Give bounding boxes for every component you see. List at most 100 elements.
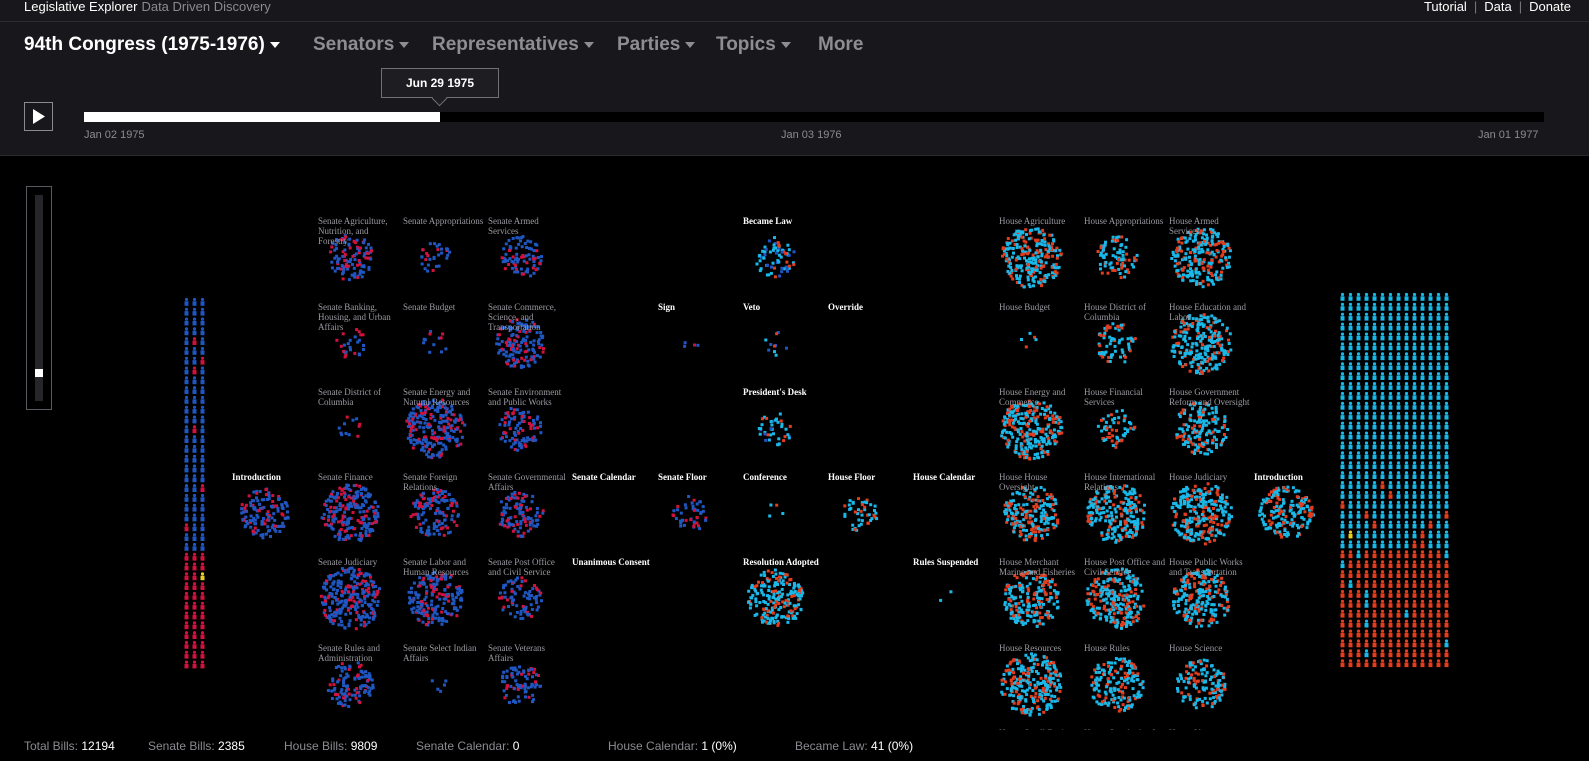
bill-dot bbox=[367, 533, 371, 537]
bill-cluster-veto[interactable] bbox=[764, 331, 788, 357]
bill-cluster-house-agriculture[interactable] bbox=[1001, 227, 1063, 289]
bill-cluster-house-post-office[interactable] bbox=[1085, 567, 1146, 630]
bill-cluster-senate-floor[interactable] bbox=[671, 495, 708, 531]
bill-dot bbox=[763, 574, 767, 577]
bill-cluster-house-floor[interactable] bbox=[843, 497, 879, 532]
bill-cluster-senate-indian[interactable] bbox=[430, 679, 448, 693]
bill-cluster-house-dc[interactable] bbox=[1097, 322, 1137, 364]
bill-cluster-house-education[interactable] bbox=[1170, 313, 1233, 375]
bill-dot bbox=[1185, 331, 1189, 335]
bill-dot bbox=[1127, 271, 1131, 274]
bill-dot bbox=[704, 518, 708, 522]
representatives-dropdown[interactable]: Representatives bbox=[432, 34, 594, 56]
bill-cluster-house-appropriations[interactable] bbox=[1096, 235, 1139, 280]
bill-dot bbox=[360, 581, 364, 585]
bill-cluster-senate-rules[interactable] bbox=[326, 661, 375, 708]
bill-cluster-house-admin[interactable] bbox=[1003, 485, 1060, 543]
bill-cluster-house-energy[interactable] bbox=[1000, 399, 1064, 461]
bill-dot bbox=[1184, 363, 1188, 367]
bill-dot bbox=[512, 342, 516, 346]
bill-dot bbox=[336, 260, 340, 264]
topics-dropdown[interactable]: Topics bbox=[716, 34, 791, 56]
bill-cluster-senate-commerce[interactable] bbox=[495, 318, 545, 369]
bill-dot bbox=[1173, 523, 1176, 527]
bill-dot bbox=[436, 519, 440, 523]
bill-dot bbox=[757, 580, 760, 584]
bill-cluster-senate-armed-services[interactable] bbox=[500, 235, 543, 278]
bill-cluster-senate-environment[interactable] bbox=[498, 407, 543, 452]
bill-dot bbox=[1054, 524, 1058, 528]
bill-dot bbox=[330, 613, 334, 617]
bill-dot bbox=[505, 519, 509, 523]
bill-cluster-senate-agriculture[interactable] bbox=[329, 234, 373, 282]
bill-cluster-senate-banking[interactable] bbox=[335, 328, 365, 359]
timeline-slider[interactable] bbox=[84, 112, 1544, 122]
bill-cluster-senate-post-office[interactable] bbox=[498, 576, 543, 620]
bill-cluster-house-judiciary[interactable] bbox=[1170, 482, 1234, 546]
bill-cluster-senate-gov-affairs[interactable] bbox=[498, 491, 545, 538]
bill-dot bbox=[1186, 536, 1190, 540]
zoom-handle[interactable] bbox=[35, 369, 43, 378]
bill-dot bbox=[343, 248, 347, 252]
bill-dot bbox=[1111, 322, 1115, 326]
brand[interactable]: Legislative Explorer Data Driven Discover… bbox=[24, 0, 271, 14]
bill-dot bbox=[253, 526, 257, 530]
bill-cluster-resolution-adopted[interactable] bbox=[747, 568, 805, 628]
bill-cluster-house-financial[interactable] bbox=[1096, 409, 1137, 449]
bill-cluster-sign[interactable] bbox=[683, 341, 700, 348]
bill-dot bbox=[341, 523, 345, 527]
more-menu[interactable]: More bbox=[818, 34, 863, 56]
bill-cluster-house-armed-services[interactable] bbox=[1170, 227, 1232, 289]
congress-dropdown[interactable]: 94th Congress (1975-1976) bbox=[24, 34, 280, 56]
tutorial-link[interactable]: Tutorial bbox=[1423, 0, 1467, 14]
bill-dot bbox=[1205, 241, 1209, 245]
bill-cluster-house-merchant[interactable] bbox=[1003, 569, 1060, 628]
bill-cluster-senate-judiciary[interactable] bbox=[319, 566, 381, 631]
bill-cluster-senate-veterans[interactable] bbox=[501, 665, 542, 705]
bill-dot bbox=[1277, 508, 1281, 512]
bill-dot bbox=[335, 611, 339, 615]
bill-dot bbox=[513, 430, 516, 434]
bill-cluster-senate-introduction[interactable] bbox=[240, 487, 290, 540]
bill-cluster-rules-suspended[interactable] bbox=[939, 590, 953, 602]
bill-cluster-became-law[interactable] bbox=[755, 236, 796, 279]
bill-dot bbox=[516, 448, 520, 452]
bill-dot bbox=[1222, 423, 1226, 427]
bill-dot bbox=[1129, 426, 1133, 430]
play-button[interactable] bbox=[24, 102, 53, 131]
zoom-slider[interactable] bbox=[26, 186, 52, 410]
bill-dot bbox=[444, 445, 448, 449]
bill-cluster-house-budget[interactable] bbox=[1020, 331, 1038, 349]
donate-link[interactable]: Donate bbox=[1529, 0, 1571, 14]
bill-dot bbox=[507, 263, 511, 266]
bill-dot bbox=[535, 331, 539, 335]
bill-dot bbox=[440, 405, 444, 409]
bill-cluster-senate-appropriations[interactable] bbox=[420, 242, 452, 273]
bill-dot bbox=[1092, 498, 1096, 502]
bill-dot bbox=[1028, 604, 1031, 608]
bill-cluster-senate-foreign[interactable] bbox=[409, 488, 461, 537]
bill-dot bbox=[1185, 537, 1189, 541]
bill-cluster-house-intl[interactable] bbox=[1086, 484, 1147, 544]
bill-dot bbox=[1023, 256, 1026, 260]
bill-cluster-senate-finance[interactable] bbox=[320, 483, 380, 543]
bill-cluster-senate-budget[interactable] bbox=[422, 330, 448, 354]
senators-dropdown[interactable]: Senators bbox=[313, 34, 410, 56]
bill-cluster-senate-energy[interactable] bbox=[405, 398, 467, 460]
parties-dropdown[interactable]: Parties bbox=[617, 34, 696, 56]
bill-cluster-house-gov-reform[interactable] bbox=[1175, 401, 1230, 456]
bill-dot bbox=[356, 573, 360, 577]
bill-dot bbox=[789, 589, 793, 593]
bill-cluster-house-introduction[interactable] bbox=[1258, 485, 1315, 539]
bill-dot bbox=[1197, 353, 1201, 357]
bill-dot bbox=[523, 579, 527, 583]
bill-dot bbox=[1197, 356, 1201, 359]
bill-dot bbox=[336, 602, 340, 606]
bill-cluster-conference[interactable] bbox=[768, 503, 785, 518]
bill-cluster-senate-labor[interactable] bbox=[407, 570, 464, 627]
bill-dot bbox=[1109, 339, 1113, 343]
bill-cluster-presidents-desk[interactable] bbox=[757, 412, 792, 447]
data-link[interactable]: Data bbox=[1484, 0, 1512, 14]
bill-dot bbox=[503, 260, 507, 263]
bill-cluster-senate-dc[interactable] bbox=[337, 415, 362, 438]
